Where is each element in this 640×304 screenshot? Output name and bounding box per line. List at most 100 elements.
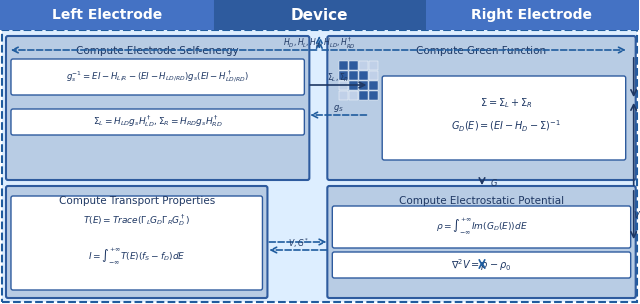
Text: Left Electrode: Left Electrode (52, 8, 162, 22)
Bar (145, 0, 150, 30)
Bar (81, 0, 86, 30)
Bar (568, 0, 572, 30)
FancyBboxPatch shape (11, 59, 305, 95)
Bar (88, 0, 93, 30)
Bar (349, 91, 358, 100)
Bar (476, 0, 480, 30)
Bar (436, 0, 442, 30)
Bar (483, 0, 487, 30)
Bar (426, 0, 431, 30)
Bar (359, 61, 368, 70)
Bar (170, 0, 175, 30)
Bar (32, 0, 36, 30)
FancyBboxPatch shape (6, 186, 268, 298)
Bar (49, 0, 54, 30)
Text: $\nabla^2 V = \rho - \rho_0$: $\nabla^2 V = \rho - \rho_0$ (451, 257, 511, 273)
Bar (349, 61, 358, 70)
Text: $\Sigma_L = H_{LD}g_sH^\dagger_{LD}, \Sigma_R = H_{RD}g_sH^\dagger_{RD}$: $\Sigma_L = H_{LD}g_sH^\dagger_{LD}, \Si… (93, 113, 223, 129)
Bar (593, 0, 597, 30)
Bar (561, 0, 565, 30)
Bar (349, 81, 358, 90)
Bar (600, 0, 604, 30)
Bar (159, 0, 164, 30)
Bar (57, 0, 61, 30)
Bar (369, 61, 378, 70)
Bar (369, 91, 378, 100)
Bar (621, 0, 625, 30)
Bar (582, 0, 586, 30)
Bar (522, 0, 526, 30)
Bar (369, 81, 378, 90)
Bar (468, 0, 473, 30)
Bar (42, 0, 47, 30)
Bar (138, 0, 143, 30)
FancyBboxPatch shape (426, 0, 639, 30)
Bar (564, 0, 569, 30)
Text: Right Electrode: Right Electrode (472, 8, 593, 22)
Bar (632, 0, 636, 30)
Bar (64, 0, 68, 30)
Bar (586, 0, 590, 30)
Bar (444, 0, 449, 30)
Bar (177, 0, 182, 30)
Bar (607, 0, 611, 30)
FancyBboxPatch shape (212, 0, 426, 30)
Bar (202, 0, 207, 30)
Bar (589, 0, 594, 30)
FancyBboxPatch shape (327, 36, 636, 180)
Bar (184, 0, 189, 30)
Bar (71, 0, 76, 30)
Bar (166, 0, 171, 30)
Bar (205, 0, 210, 30)
Bar (465, 0, 470, 30)
Bar (134, 0, 139, 30)
Bar (120, 0, 125, 30)
Bar (14, 0, 19, 30)
Text: Compute Electrode Self-energy: Compute Electrode Self-energy (76, 46, 239, 56)
Bar (479, 0, 484, 30)
Bar (39, 0, 44, 30)
Text: $\Sigma = \Sigma_L + \Sigma_R$: $\Sigma = \Sigma_L + \Sigma_R$ (479, 96, 532, 110)
Bar (359, 91, 368, 100)
Bar (191, 0, 196, 30)
Bar (536, 0, 540, 30)
Bar (110, 0, 115, 30)
FancyBboxPatch shape (382, 76, 626, 160)
Bar (458, 0, 463, 30)
Bar (113, 0, 118, 30)
Bar (7, 0, 12, 30)
Bar (156, 0, 161, 30)
FancyBboxPatch shape (0, 0, 212, 30)
Bar (85, 0, 90, 30)
Bar (188, 0, 192, 30)
Bar (99, 0, 104, 30)
Text: $G_D(E) = (EI - H_D - \Sigma)^{-1}$: $G_D(E) = (EI - H_D - \Sigma)^{-1}$ (451, 118, 561, 134)
Text: $T(E) = Trace(\Gamma_L G_D \Gamma_R G^\dagger_D)$: $T(E) = Trace(\Gamma_L G_D \Gamma_R G^\d… (83, 212, 190, 228)
Bar (106, 0, 111, 30)
Bar (625, 0, 629, 30)
Bar (349, 71, 358, 80)
Bar (124, 0, 129, 30)
Bar (18, 0, 22, 30)
Text: $g_s^{-1} = EI - H_{L/R} - (EI - H_{LD/RD})g_s(EI - H^\dagger_{LD/RD})$: $g_s^{-1} = EI - H_{L/R} - (EI - H_{LD/R… (67, 68, 249, 84)
Bar (141, 0, 147, 30)
Bar (614, 0, 618, 30)
Bar (511, 0, 516, 30)
Text: $\Sigma_L, \Sigma_R$: $\Sigma_L, \Sigma_R$ (327, 72, 349, 84)
Bar (103, 0, 108, 30)
Bar (25, 0, 29, 30)
Bar (440, 0, 445, 30)
Bar (454, 0, 459, 30)
Bar (635, 0, 639, 30)
Bar (339, 71, 348, 80)
Bar (339, 61, 348, 70)
Bar (339, 81, 348, 90)
Bar (429, 0, 434, 30)
Bar (28, 0, 33, 30)
Bar (596, 0, 601, 30)
Bar (4, 0, 8, 30)
Bar (554, 0, 558, 30)
Bar (611, 0, 615, 30)
Text: $V, G^*$: $V, G^*$ (288, 236, 309, 250)
Bar (557, 0, 562, 30)
